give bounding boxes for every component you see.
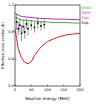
legend-entry: ENDF [82, 11, 92, 15]
point [24, 31, 26, 33]
plot [15, 13, 80, 64]
error-bar [26, 19, 27, 30]
error-bar [19, 19, 20, 33]
point [37, 22, 39, 24]
error-bar [41, 21, 42, 30]
point [19, 24, 21, 26]
error-bar [24, 25, 25, 39]
point [16, 21, 18, 23]
y-tick [15, 5, 17, 6]
point [30, 24, 32, 26]
x-tick-label: 200 [77, 88, 85, 92]
y-tick-label: 0.0 [8, 84, 14, 88]
point [22, 26, 24, 28]
x-tick-label: 0 [14, 88, 17, 92]
frame [15, 5, 80, 86]
point [27, 28, 29, 30]
x-tick [31, 85, 32, 87]
y-tick-label: 0.8 [8, 30, 14, 34]
error-bar [16, 14, 17, 30]
point [34, 26, 36, 28]
point [25, 23, 27, 25]
error-bar [18, 22, 19, 36]
error-bar [31, 20, 32, 31]
x-tick [63, 85, 64, 87]
point [43, 24, 45, 26]
error-bar [28, 22, 29, 36]
x-tick [15, 85, 16, 87]
point [17, 28, 19, 30]
x-tick [80, 85, 81, 87]
y-tick [15, 59, 17, 60]
point [40, 25, 42, 27]
x-axis-label: Neutron energy [MeV] [25, 96, 70, 101]
error-bar [23, 20, 24, 33]
x-tick [47, 85, 48, 87]
x-tick-label: 150 [60, 88, 68, 92]
error-bar [37, 18, 38, 29]
legend-entry: Exp. [82, 21, 90, 25]
error-bar [44, 20, 45, 29]
y-tick-label: 1.2 [8, 3, 14, 7]
y-tick [15, 86, 17, 87]
y-axis-label: Effective cross section [b] [1, 22, 5, 69]
point [21, 32, 23, 34]
legend-entry: JENDL [81, 6, 93, 10]
line [15, 13, 80, 20]
error-bar [21, 25, 22, 41]
x-tick-label: 100 [44, 88, 52, 92]
legend-entry: Calc. [82, 16, 91, 20]
y-tick-label: 0.4 [8, 57, 14, 61]
error-bar [34, 22, 35, 33]
x-tick-label: 50 [29, 88, 34, 92]
